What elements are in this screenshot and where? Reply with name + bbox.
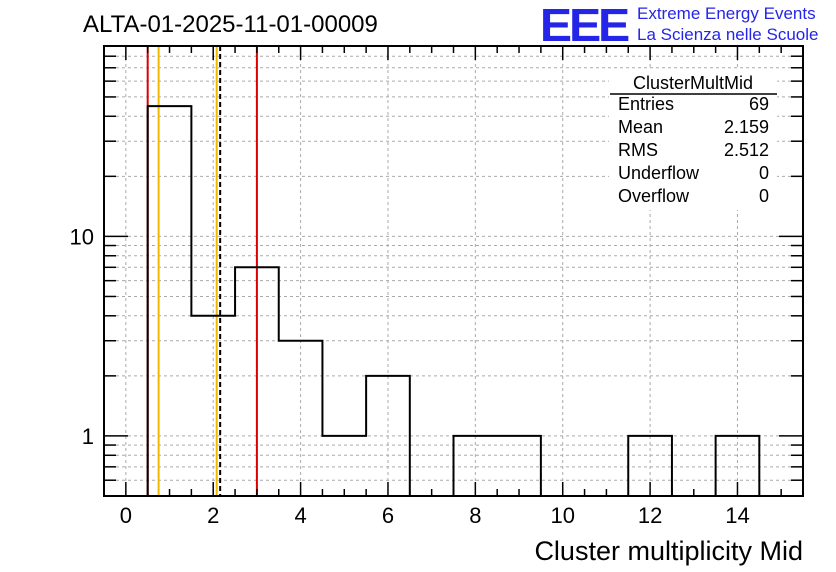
stats-row-value: 0 xyxy=(759,186,769,206)
stats-box: ClusterMultMid Entries 69 Mean 2.159 RMS 2.51… xyxy=(609,70,777,210)
x-tick-label: 6 xyxy=(382,503,394,528)
stats-row-label: Mean xyxy=(618,117,663,137)
stats-row-value: 0 xyxy=(759,163,769,183)
plot-title: ALTA-01-2025-11-01-00009 xyxy=(83,11,378,38)
stats-row-label: Entries xyxy=(618,94,674,114)
y-tick-label: 1 xyxy=(82,424,94,449)
x-tick-labels: 0 2 4 6 8 10 12 14 xyxy=(120,503,750,528)
x-tick-label: 12 xyxy=(638,503,662,528)
stats-row-value: 2.512 xyxy=(724,140,769,160)
eee-logo: EEE xyxy=(539,0,630,51)
x-tick-label: 10 xyxy=(550,503,574,528)
stats-row-label: RMS xyxy=(618,140,658,160)
x-tick-label: 0 xyxy=(120,503,132,528)
x-tick-label: 14 xyxy=(725,503,749,528)
axis-ticks xyxy=(103,46,804,496)
logo-caption-line2: La Scienza nelle Scuole xyxy=(637,25,819,44)
x-axis-label: Cluster multiplicity Mid xyxy=(534,536,803,566)
marker-lines xyxy=(146,46,258,496)
logo-caption-line1: Extreme Energy Events xyxy=(637,4,816,23)
x-tick-label: 2 xyxy=(207,503,219,528)
stats-row-label: Underflow xyxy=(618,163,700,183)
stats-row-value: 2.159 xyxy=(724,117,769,137)
x-tick-label: 4 xyxy=(294,503,306,528)
stats-row-label: Overflow xyxy=(618,186,690,206)
y-tick-label: 10 xyxy=(70,224,94,249)
y-tick-labels: 1 10 xyxy=(70,224,94,449)
x-tick-label: 8 xyxy=(469,503,481,528)
stats-row-value: 69 xyxy=(749,94,769,114)
stats-box-title: ClusterMultMid xyxy=(633,73,753,93)
